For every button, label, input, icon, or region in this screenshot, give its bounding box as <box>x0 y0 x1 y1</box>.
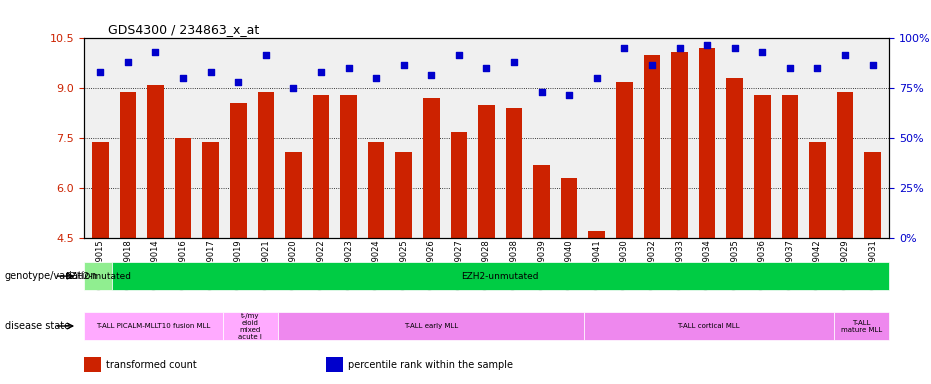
Bar <box>84 357 101 372</box>
Text: transformed count: transformed count <box>106 360 196 370</box>
Point <box>231 79 246 85</box>
Point <box>617 45 632 51</box>
Bar <box>278 312 584 340</box>
Bar <box>147 85 164 238</box>
Bar <box>837 92 853 238</box>
Bar <box>643 55 660 238</box>
Text: t-/my
eloid
mixed
acute l: t-/my eloid mixed acute l <box>238 313 263 339</box>
Bar <box>313 95 330 238</box>
Point <box>93 69 108 75</box>
Bar <box>451 132 467 238</box>
Point <box>120 59 135 65</box>
Bar <box>340 95 357 238</box>
Point <box>176 75 191 81</box>
Bar <box>120 92 136 238</box>
Text: EZH2-unmutated: EZH2-unmutated <box>462 271 539 281</box>
Point <box>589 75 604 81</box>
Point <box>148 49 163 55</box>
Bar <box>616 82 633 238</box>
Text: T-ALL PICALM-MLLT10 fusion MLL: T-ALL PICALM-MLLT10 fusion MLL <box>96 323 210 329</box>
Bar <box>258 92 274 238</box>
Point <box>561 92 576 98</box>
Point <box>397 62 412 68</box>
Bar <box>202 142 219 238</box>
Bar <box>833 312 889 340</box>
Point <box>479 65 493 71</box>
Point <box>452 52 466 58</box>
Bar <box>533 165 550 238</box>
Bar <box>423 98 439 238</box>
Point <box>672 45 687 51</box>
Point <box>865 62 880 68</box>
Bar <box>479 105 494 238</box>
Point <box>314 69 329 75</box>
Bar <box>781 95 798 238</box>
Point <box>424 72 439 78</box>
Bar <box>588 232 605 238</box>
Point <box>341 65 356 71</box>
Text: T-ALL early MLL: T-ALL early MLL <box>404 323 458 329</box>
Bar <box>864 152 881 238</box>
Point <box>644 62 659 68</box>
Point <box>810 65 825 71</box>
Bar <box>754 95 771 238</box>
Point <box>755 49 770 55</box>
Bar <box>175 138 192 238</box>
Point <box>203 69 218 75</box>
Bar <box>809 142 826 238</box>
Point <box>534 89 549 95</box>
Point <box>782 65 797 71</box>
Bar <box>285 152 302 238</box>
Text: genotype/variation: genotype/variation <box>5 271 97 281</box>
Bar <box>726 78 743 238</box>
Text: percentile rank within the sample: percentile rank within the sample <box>348 360 513 370</box>
Bar <box>396 152 412 238</box>
Bar <box>368 142 385 238</box>
Point <box>727 45 742 51</box>
Point <box>506 59 521 65</box>
Point <box>286 85 301 91</box>
Bar <box>84 262 112 290</box>
Point <box>699 42 714 48</box>
Point <box>369 75 384 81</box>
Bar <box>560 178 577 238</box>
Bar <box>230 103 247 238</box>
Bar <box>223 312 278 340</box>
Bar <box>92 142 109 238</box>
Bar <box>326 357 343 372</box>
Bar <box>671 52 688 238</box>
Text: T-ALL cortical MLL: T-ALL cortical MLL <box>677 323 740 329</box>
Bar <box>506 108 522 238</box>
Bar <box>584 312 833 340</box>
Bar <box>699 48 715 238</box>
Text: EZH2-mutated: EZH2-mutated <box>64 271 130 281</box>
Point <box>838 52 853 58</box>
Text: T-ALL
mature MLL: T-ALL mature MLL <box>841 319 882 333</box>
Text: disease state: disease state <box>5 321 70 331</box>
Text: GDS4300 / 234863_x_at: GDS4300 / 234863_x_at <box>108 23 259 36</box>
Point <box>259 52 274 58</box>
Bar <box>84 312 223 340</box>
